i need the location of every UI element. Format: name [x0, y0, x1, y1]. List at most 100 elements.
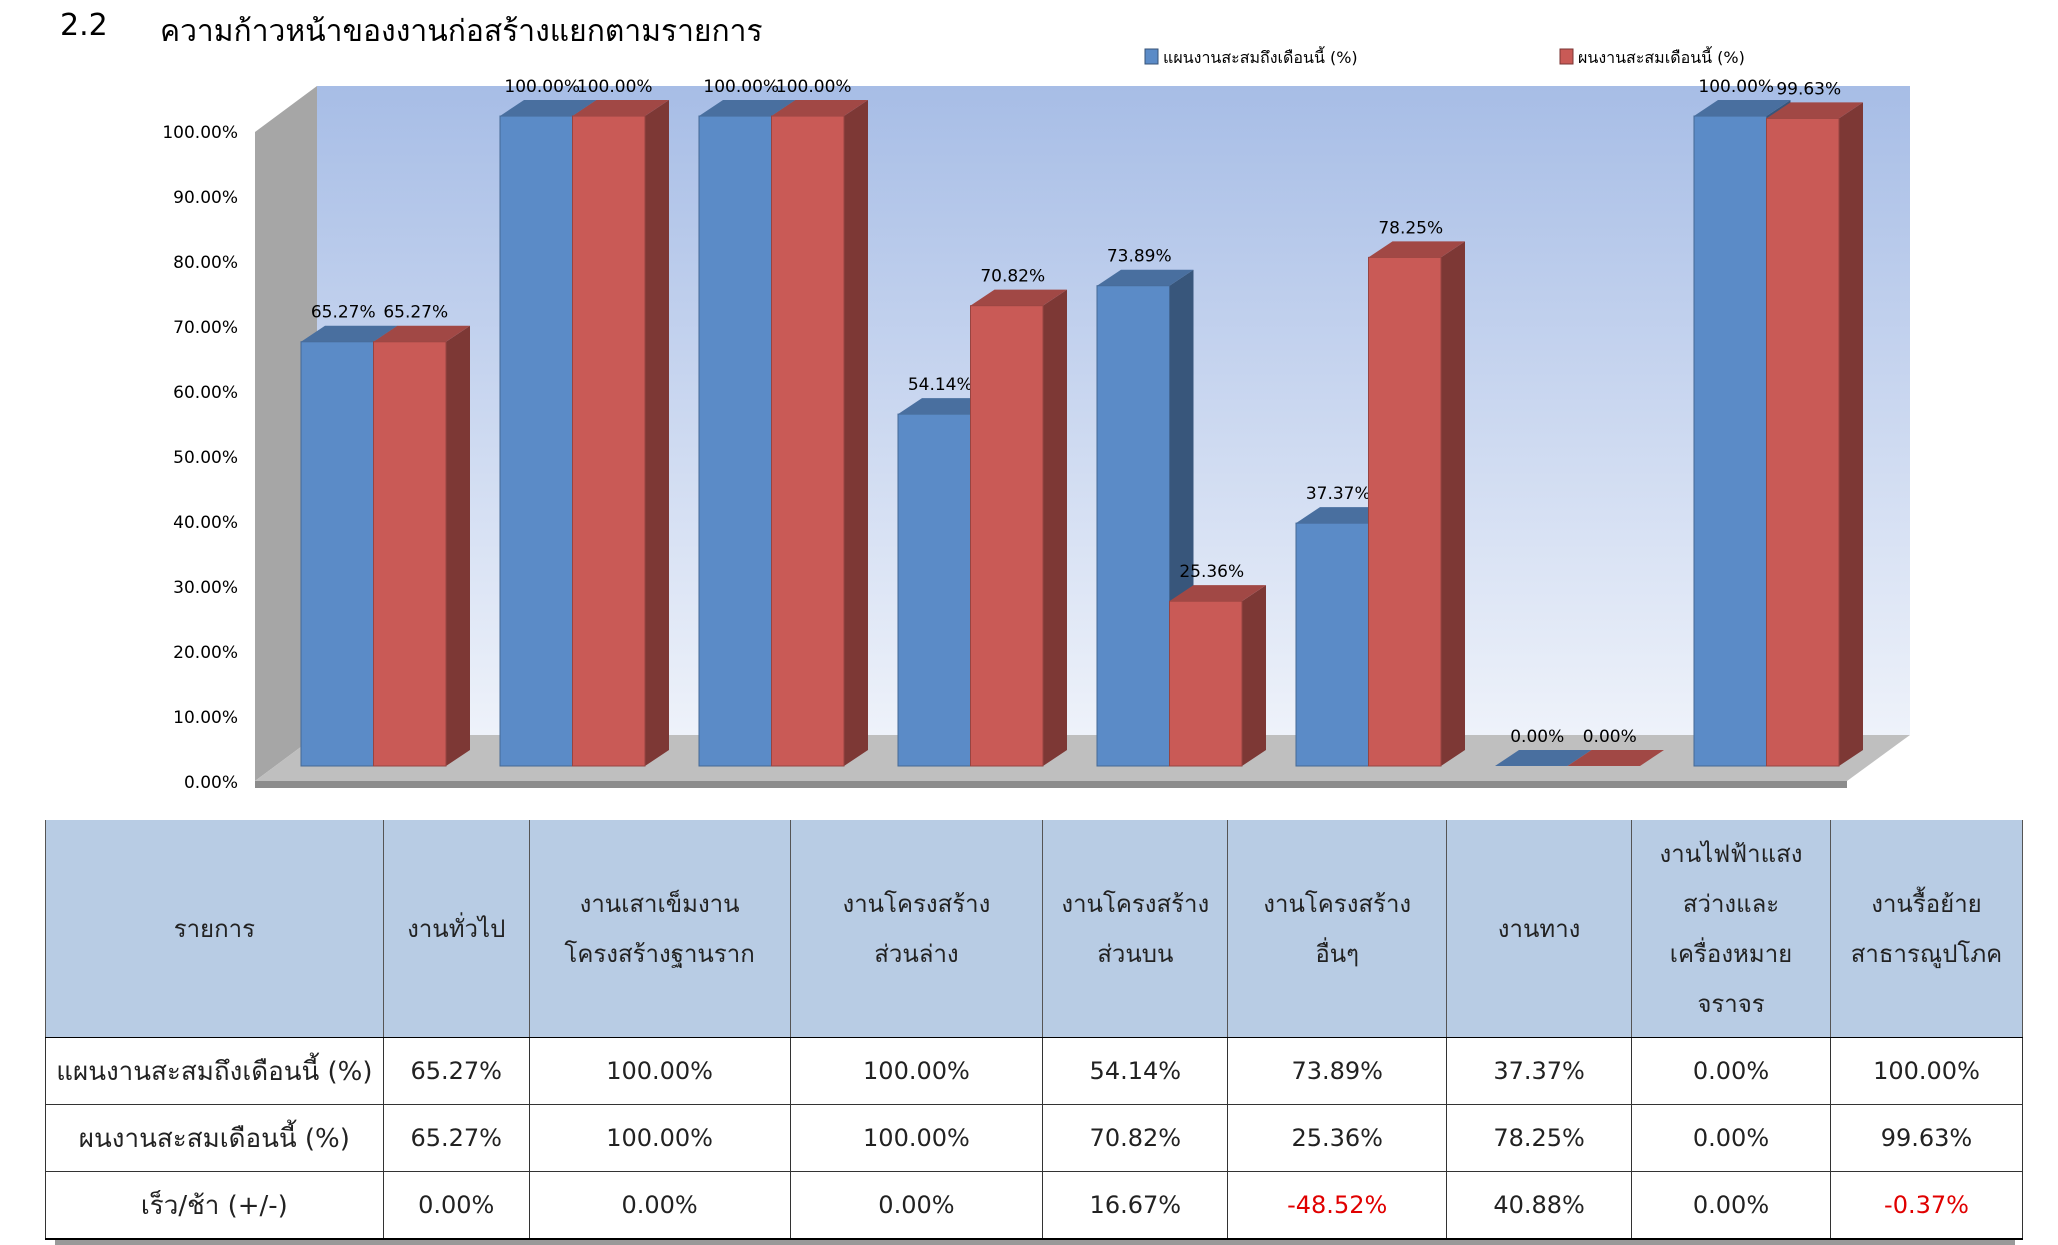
bar-top [699, 100, 796, 116]
bar-top [1368, 241, 1465, 258]
data-label: 65.27% [311, 303, 376, 323]
table-cell: 100.00% [1829, 1037, 2024, 1105]
y-tick-label: 70.00% [173, 318, 238, 338]
table-row: แผนงานสะสมถึงเดือนนี้ (%) 65.27% 100.00% 10… [45, 1037, 2024, 1105]
table-cell: 16.67% [1042, 1171, 1229, 1240]
column-header: งานรื้อย้าย สาธารณูปโภค [1829, 818, 2024, 1038]
data-label: 99.63% [1776, 79, 1841, 99]
bar-actual [970, 289, 1067, 767]
bar-side [1441, 241, 1465, 766]
bar-front [1096, 285, 1170, 767]
bottom-rule [55, 1240, 2015, 1245]
bar-front [1295, 522, 1369, 767]
legend-swatch [1144, 48, 1159, 65]
data-label: 73.89% [1107, 247, 1172, 267]
legend-swatch [1559, 48, 1574, 65]
y-tick-label: 60.00% [173, 383, 238, 403]
bar-side [1242, 585, 1266, 766]
section-number: 2.2 [60, 8, 108, 43]
y-tick-label: 10.00% [173, 708, 238, 728]
table-row: เร็ว/ช้า (+/-) 0.00% 0.00% 0.00% 16.67% -48.5… [45, 1171, 2024, 1240]
data-label: 65.27% [383, 303, 448, 323]
data-label: 0.00% [1583, 727, 1637, 747]
table-row: ผนงานสะสมเดือนนี้ (%) 65.27% 100.00% 100.00… [45, 1104, 2024, 1172]
y-tick-label: 100.00% [162, 123, 238, 143]
table-cell: 100.00% [528, 1104, 791, 1172]
bar-top [970, 289, 1067, 306]
bar-top [1495, 750, 1592, 766]
bar-top [500, 100, 597, 116]
table-cell: 65.27% [382, 1037, 530, 1105]
bar-front [771, 115, 845, 767]
table-cell: 65.27% [382, 1104, 530, 1172]
bar-front [698, 115, 772, 767]
data-label: 0.00% [1510, 727, 1564, 747]
floor-edge [255, 781, 1847, 788]
row-label: ผนงานสะสมเดือนนี้ (%) [45, 1104, 384, 1172]
bar-top [572, 100, 669, 116]
table-cell: -48.52% [1227, 1171, 1448, 1240]
bar-actual [1169, 585, 1266, 767]
table-cell: 70.82% [1042, 1104, 1229, 1172]
y-tick-label: 40.00% [173, 513, 238, 533]
bar-side [1043, 289, 1067, 766]
progress-bar-chart: 0.00% 10.00% 20.00% 30.00% 40.00% 50.00% 60.00… [162, 46, 1910, 793]
bar-front [373, 341, 447, 767]
y-tick-label: 80.00% [173, 253, 238, 273]
legend-label: แผนงานสะสมถึงเดือนนี้ (%) [1163, 46, 1358, 67]
bar-top [1097, 269, 1194, 286]
table-cell: 0.00% [789, 1171, 1044, 1240]
data-label: 70.82% [980, 267, 1045, 287]
table-cell: 0.00% [1631, 1037, 1831, 1105]
table-cell: 73.89% [1227, 1037, 1448, 1105]
bar-actual [1766, 102, 1863, 767]
bar-front [1766, 117, 1840, 767]
table-cell: 25.36% [1227, 1104, 1448, 1172]
bar-top [1169, 585, 1266, 602]
bar-side [446, 325, 470, 766]
bar-front [1368, 256, 1442, 767]
bar-actual [1567, 750, 1664, 766]
table-cell: -0.37% [1829, 1171, 2024, 1240]
bar-side [1839, 102, 1863, 766]
bar-actual [373, 325, 470, 767]
data-label: 37.37% [1306, 484, 1371, 504]
data-label: 100.00% [504, 77, 580, 97]
bar-front [300, 341, 374, 767]
bar-side [645, 100, 669, 766]
data-label: 25.36% [1179, 562, 1244, 582]
y-tick-label: 50.00% [173, 448, 238, 468]
bar-front [499, 115, 573, 767]
bar-top [1567, 750, 1664, 766]
table-cell: 40.88% [1446, 1171, 1633, 1240]
y-tick-label: 30.00% [173, 578, 238, 598]
column-header: งานไฟฟ้าแสง สว่างและ เครื่องหมาย จราจร [1631, 818, 1831, 1038]
table-cell: 37.37% [1446, 1037, 1633, 1105]
data-label: 100.00% [577, 77, 653, 97]
bar-top [373, 325, 470, 342]
data-label: 100.00% [703, 77, 779, 97]
table-cell: 0.00% [528, 1171, 791, 1240]
column-header: งานเสาเข็มงาน โครงสร้างฐานราก [528, 818, 791, 1038]
bar-plan [1096, 269, 1194, 767]
row-label: เร็ว/ช้า (+/-) [45, 1171, 384, 1240]
column-header: งานโครงสร้าง ส่วนล่าง [789, 818, 1044, 1038]
bar-front [897, 413, 971, 767]
column-header: งานทาง [1446, 818, 1633, 1038]
bar-top [1694, 100, 1791, 116]
y-tick-label: 90.00% [173, 188, 238, 208]
column-header: งานทั่วไป [382, 818, 530, 1038]
data-label: 78.25% [1378, 218, 1443, 238]
legend-label: ผนงานสะสมเดือนนี้ (%) [1578, 46, 1745, 67]
y-tick-label: 0.00% [184, 773, 238, 793]
bar-top [771, 100, 868, 116]
table-cell: 0.00% [382, 1171, 530, 1240]
bar-side [844, 100, 868, 766]
table-cell: 54.14% [1042, 1037, 1229, 1105]
data-label: 54.14% [908, 375, 973, 395]
data-label: 100.00% [776, 77, 852, 97]
bar-actual [1368, 241, 1465, 767]
y-tick-label: 20.00% [173, 643, 238, 663]
table-cell: 99.63% [1829, 1104, 2024, 1172]
table-cell: 0.00% [1631, 1171, 1831, 1240]
